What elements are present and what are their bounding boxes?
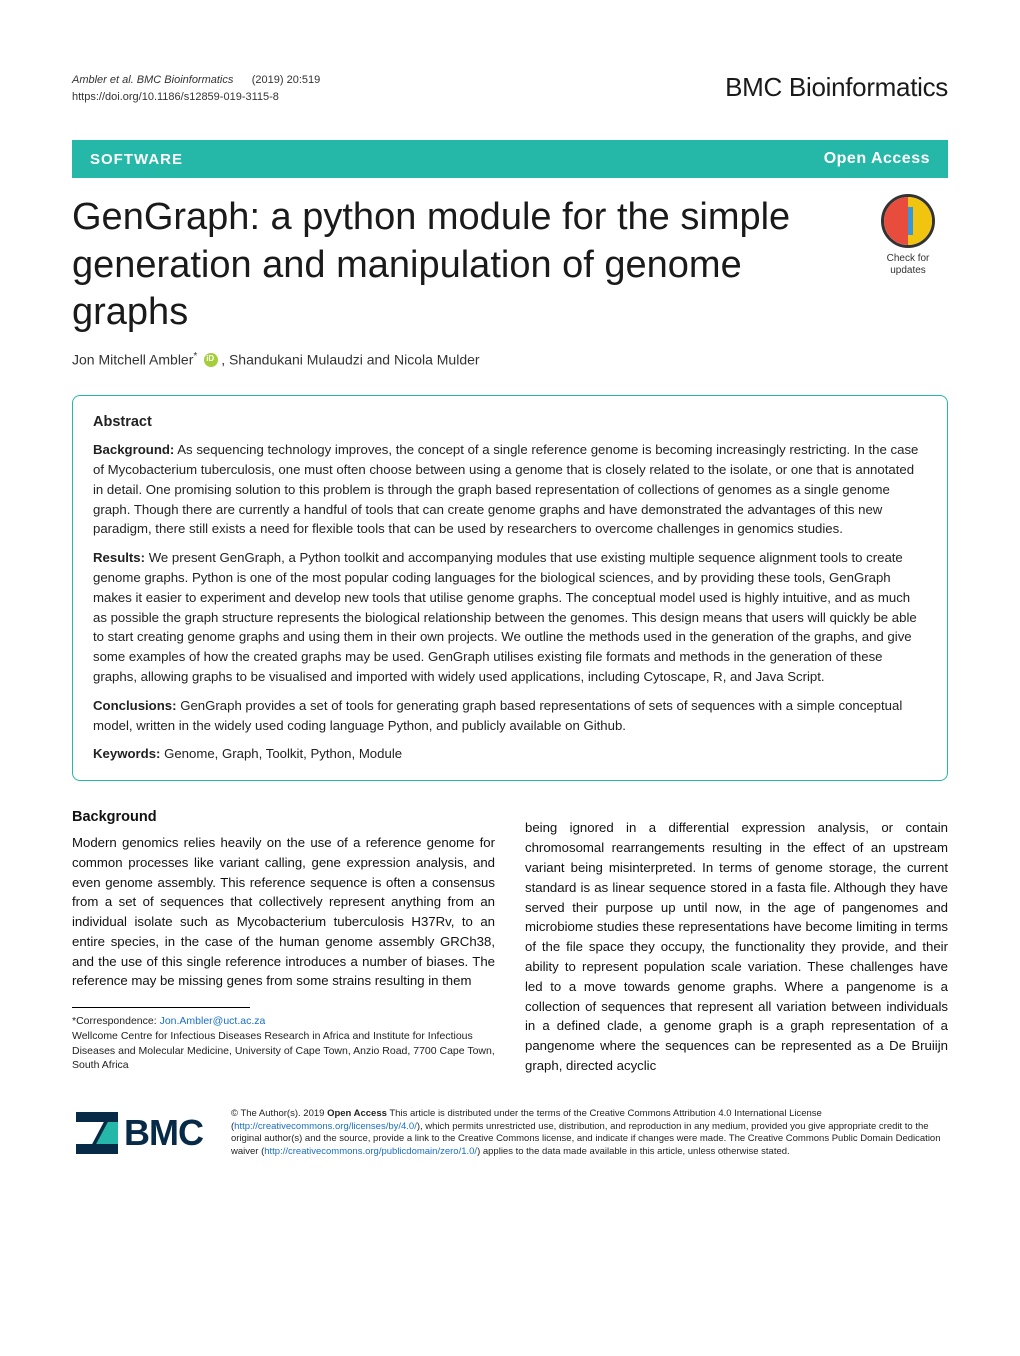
background-heading: Background [72, 807, 495, 829]
running-head-left: Ambler et al. BMC Bioinformatics (2019) … [72, 72, 320, 105]
author-1-corr-mark: * [193, 351, 197, 362]
citation-year-volume: (2019) 20:519 [252, 74, 321, 86]
abstract-results-label: Results: [93, 550, 145, 565]
crossmark-label-2: updates [868, 265, 948, 277]
footnote-rule [72, 1007, 250, 1008]
abstract-background-label: Background: [93, 442, 174, 457]
author-1-name: Jon Mitchell Ambler [72, 351, 193, 367]
abstract-background-text: As sequencing technology improves, the c… [93, 442, 918, 536]
bmc-logo-icon [76, 1112, 118, 1154]
abstract-conclusions-text: GenGraph provides a set of tools for gen… [93, 698, 902, 733]
bmc-logo: BMC [76, 1112, 203, 1154]
license-post: ) applies to the data made available in … [477, 1146, 790, 1157]
license-url-2[interactable]: http://creativecommons.org/publicdomain/… [264, 1146, 477, 1157]
abstract-keywords: Keywords: Genome, Graph, Toolkit, Python… [93, 744, 927, 764]
license-block: BMC © The Author(s). 2019 Open Access Th… [72, 1108, 948, 1159]
body-columns: Background Modern genomics relies heavil… [72, 807, 948, 1076]
correspondence-label: *Correspondence: [72, 1015, 160, 1027]
citation-authors-journal: Ambler et al. BMC Bioinformatics [72, 74, 233, 86]
journal-brand: BMC Bioinformatics [725, 72, 948, 103]
abstract-results: Results: We present GenGraph, a Python t… [93, 548, 927, 687]
abstract-conclusions: Conclusions: GenGraph provides a set of … [93, 696, 927, 736]
abstract-heading: Abstract [93, 412, 927, 434]
abstract-keywords-label: Keywords: [93, 746, 160, 761]
correspondence-footnote: *Correspondence: Jon.Ambler@uct.ac.za We… [72, 1014, 495, 1073]
author-list: Jon Mitchell Ambler* , Shandukani Mulaud… [72, 351, 848, 368]
article-type-label: SOFTWARE [90, 151, 183, 168]
license-url-1[interactable]: http://creativecommons.org/licenses/by/4… [234, 1121, 417, 1132]
background-paragraph-1: Modern genomics relies heavily on the us… [72, 835, 495, 989]
authors-remaining: , Shandukani Mulaudzi and Nicola Mulder [221, 351, 479, 367]
open-access-label: Open Access [824, 150, 930, 168]
orcid-icon[interactable] [204, 353, 218, 367]
article-type-banner: SOFTWARE Open Access [72, 140, 948, 178]
abstract-keywords-text: Genome, Graph, Toolkit, Python, Module [160, 746, 402, 761]
license-open-access-bold: Open Access [327, 1108, 387, 1119]
crossmark-icon [881, 194, 935, 248]
citation-doi: https://doi.org/10.1186/s12859-019-3115-… [72, 89, 320, 106]
abstract-box: Abstract Background: As sequencing techn… [72, 395, 948, 781]
crossmark-label-1: Check for [868, 253, 948, 265]
affiliation-text: Wellcome Centre for Infectious Diseases … [72, 1030, 495, 1071]
running-head: Ambler et al. BMC Bioinformatics (2019) … [72, 72, 948, 105]
abstract-background: Background: As sequencing technology imp… [93, 440, 927, 539]
correspondence-email-link[interactable]: Jon.Ambler@uct.ac.za [160, 1015, 266, 1027]
background-paragraph-2: being ignored in a differential expressi… [525, 820, 948, 1073]
abstract-results-text: We present GenGraph, a Python toolkit an… [93, 550, 917, 684]
license-pre: © The Author(s). 2019 [231, 1108, 327, 1119]
crossmark-badge[interactable]: Check for updates [868, 194, 948, 277]
license-text: © The Author(s). 2019 Open Access This a… [231, 1108, 944, 1159]
abstract-conclusions-label: Conclusions: [93, 698, 177, 713]
bmc-logo-text: BMC [124, 1112, 203, 1154]
article-title: GenGraph: a python module for the simple… [72, 194, 848, 337]
